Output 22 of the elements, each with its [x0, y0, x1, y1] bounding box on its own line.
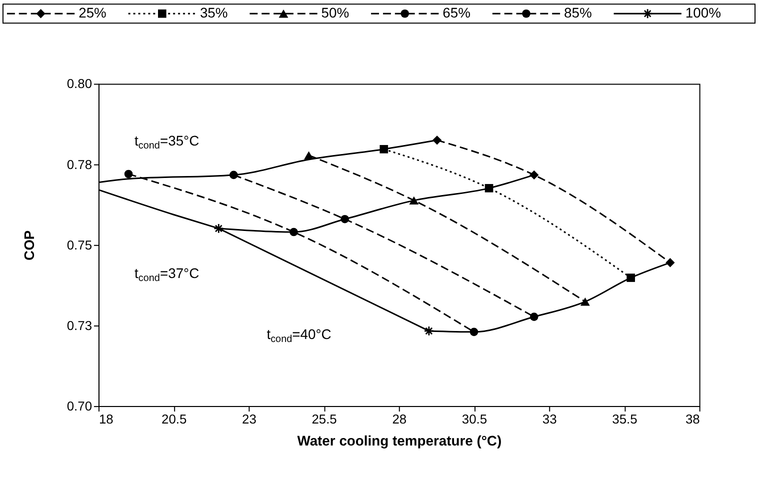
y-tick-label: 0.80: [66, 76, 92, 92]
legend-label: 65%: [442, 4, 471, 21]
legend-label: 85%: [564, 4, 592, 21]
x-tick-label: 18: [98, 411, 114, 426]
y-tick-label: 0.73: [66, 318, 92, 333]
x-tick-label: 20.5: [162, 411, 187, 426]
y-tick-label: 0.78: [66, 156, 92, 172]
legend-label: 100%: [685, 4, 721, 21]
x-tick-label: 28: [392, 411, 407, 426]
y-axis-title: COP: [21, 230, 38, 260]
x-tick-label: 30.5: [462, 411, 488, 426]
legend-label: 35%: [200, 4, 228, 21]
x-axis-title: Water cooling temperature (°C): [297, 432, 502, 448]
y-tick-label: 0.70: [66, 398, 92, 414]
x-tick-label: 35.5: [612, 411, 638, 426]
x-tick-label: 23: [242, 411, 256, 426]
y-tick-label: 0.75: [66, 237, 92, 252]
x-tick-label: 33: [542, 411, 557, 426]
x-tick-label: 38: [685, 411, 700, 426]
legend-label: 50%: [321, 4, 350, 21]
x-tick-label: 25.5: [312, 411, 337, 426]
legend-label: 25%: [78, 4, 106, 21]
